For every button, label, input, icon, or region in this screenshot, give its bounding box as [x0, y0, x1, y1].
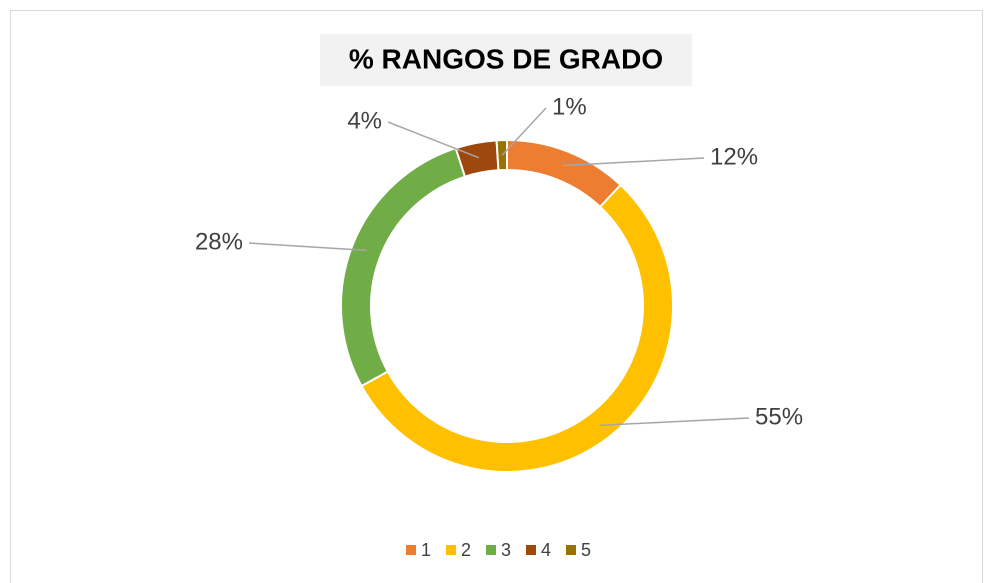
data-label: 4% [347, 107, 382, 134]
leader-line [387, 121, 479, 159]
leader-line [501, 107, 547, 156]
data-label: 55% [755, 403, 803, 430]
legend-swatch [486, 545, 496, 555]
legend-swatch [526, 545, 536, 555]
title-box [320, 34, 692, 86]
chart-title: % RANGOS DE GRADO [349, 43, 663, 74]
legend-swatch [446, 545, 456, 555]
leader-line [599, 417, 750, 427]
chart-border [10, 10, 983, 583]
leader-line [248, 242, 367, 252]
legend-label: 2 [461, 540, 471, 560]
legend-swatch [406, 545, 416, 555]
data-label: 12% [710, 143, 758, 170]
donut-segment [495, 138, 508, 172]
data-label: 1% [552, 93, 587, 120]
leader-line [562, 157, 705, 167]
legend-label: 5 [581, 540, 591, 560]
legend-label: 1 [421, 540, 431, 560]
legend-label: 4 [541, 540, 551, 560]
data-label: 28% [195, 228, 243, 255]
legend-label: 3 [501, 540, 511, 560]
donut-segment [360, 183, 674, 473]
legend-swatch [566, 545, 576, 555]
